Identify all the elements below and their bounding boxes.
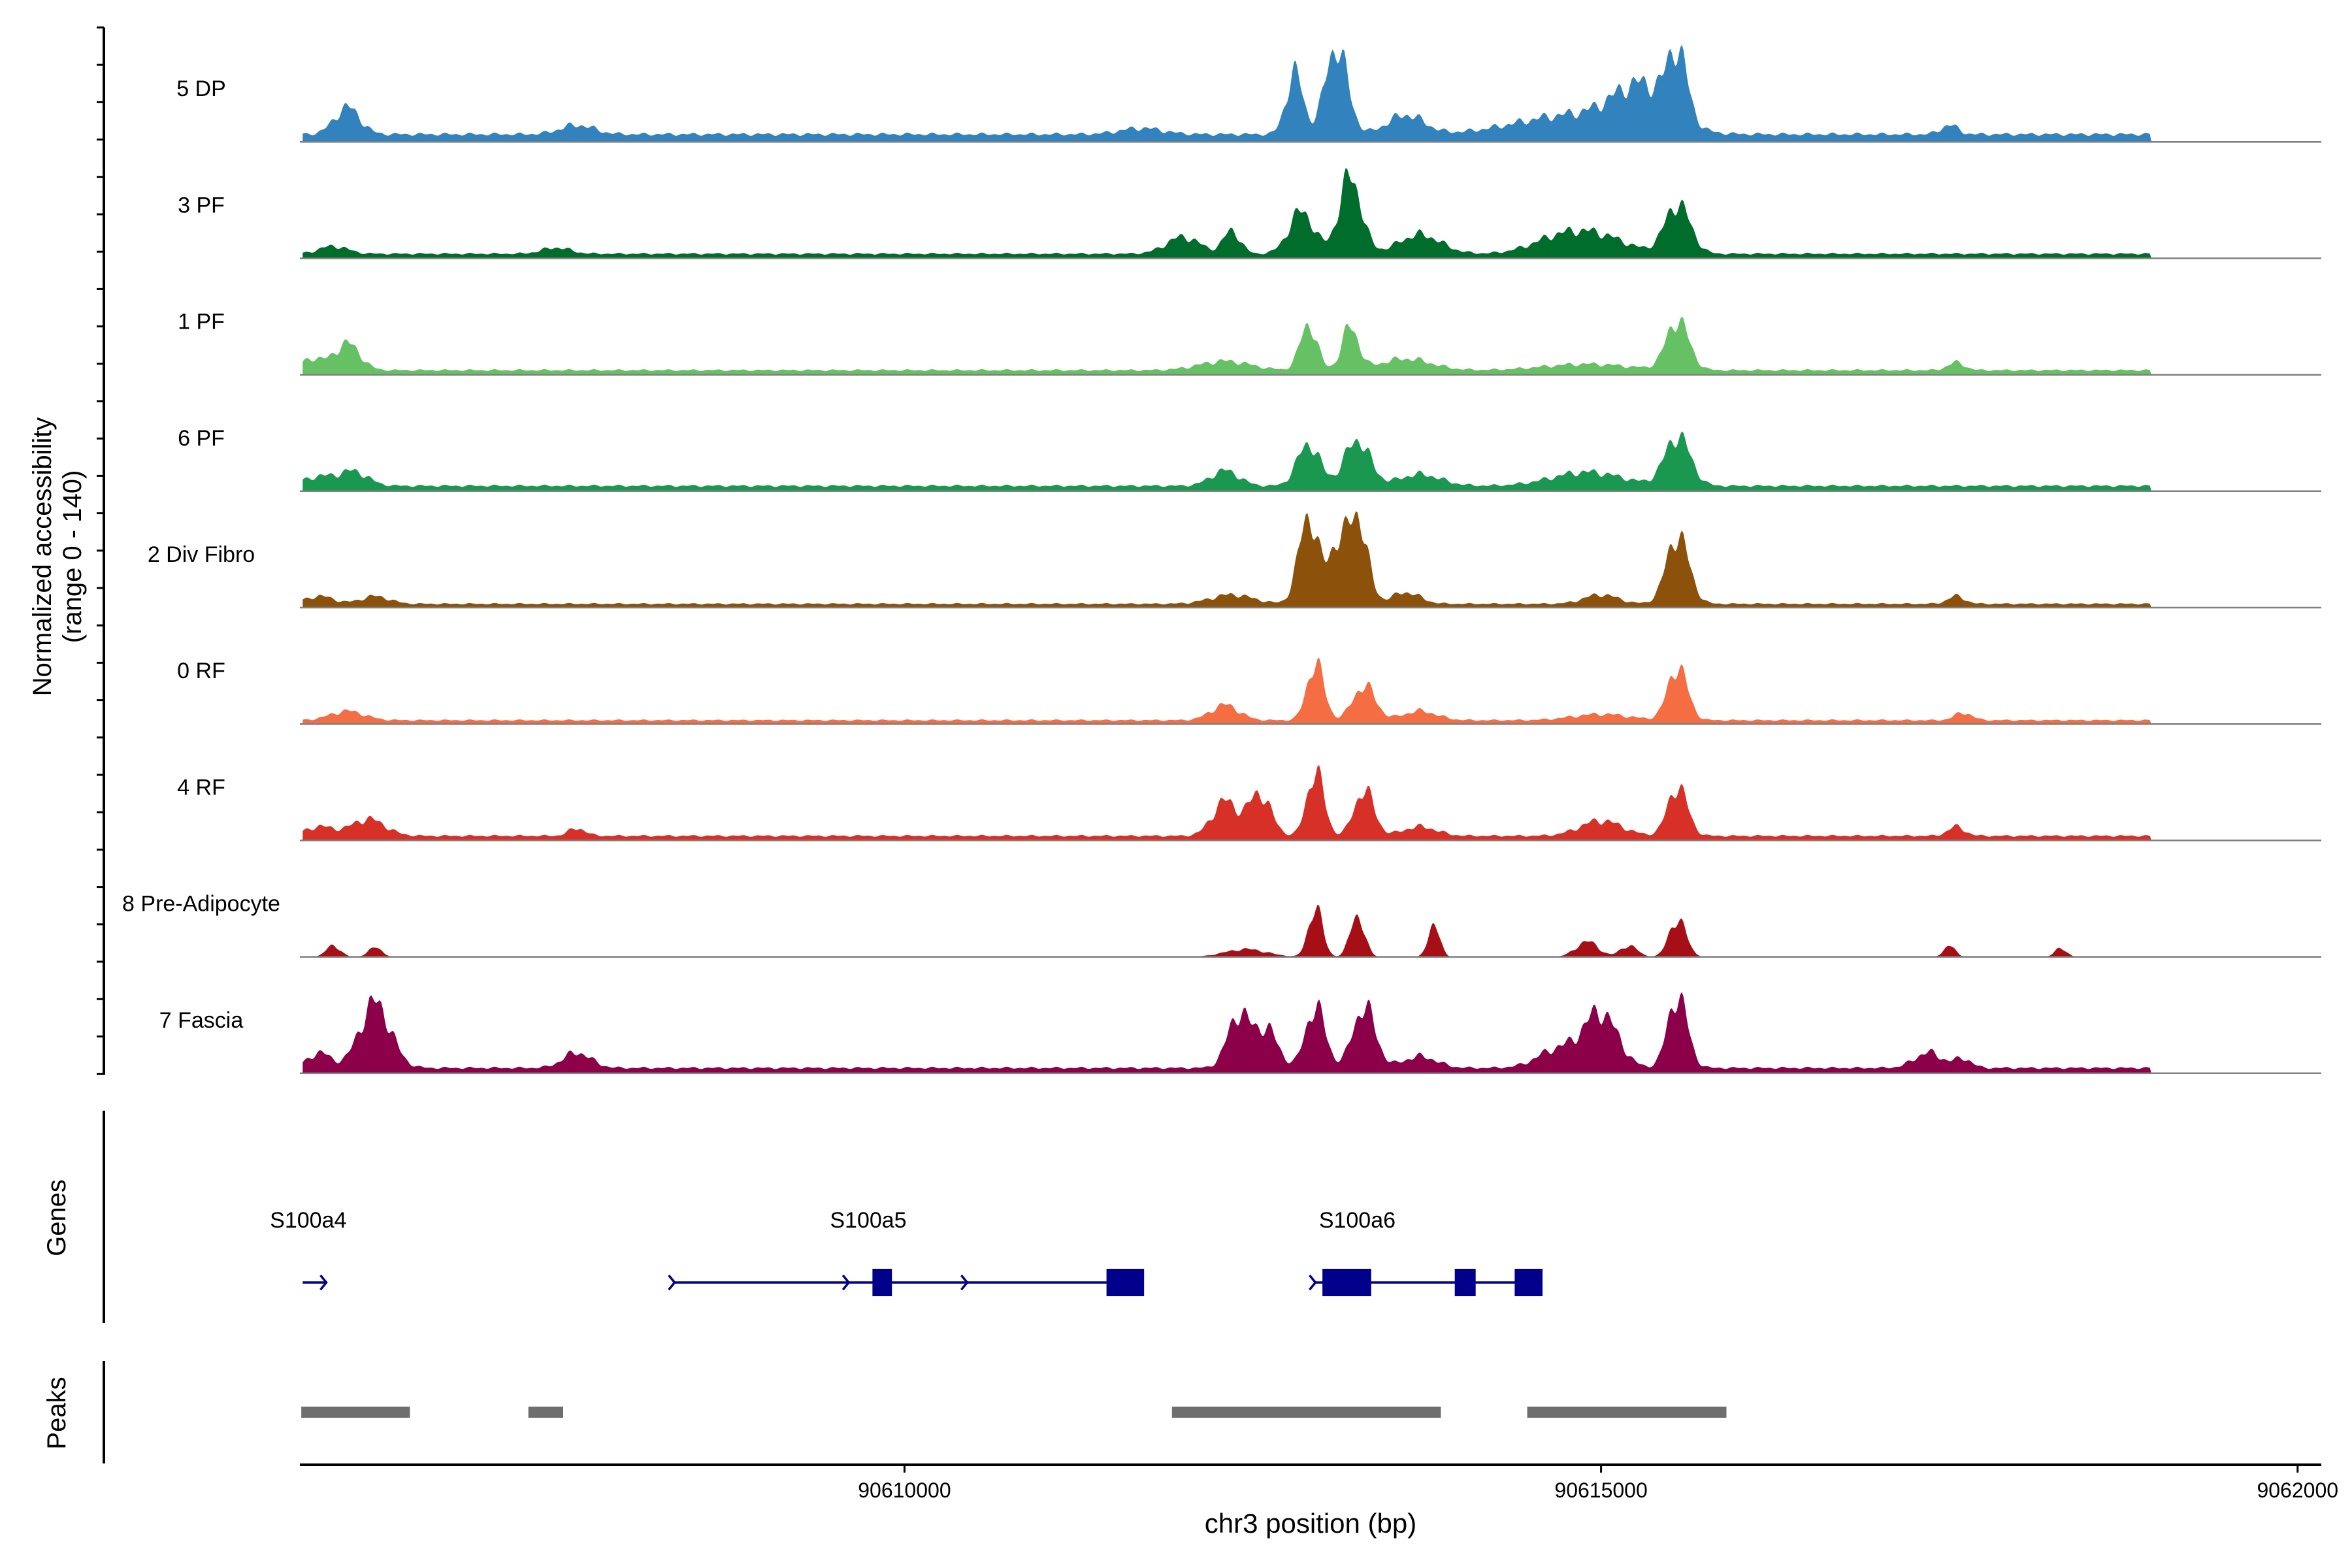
x-tick-label: 9062000 [2257, 1478, 2338, 1502]
gene-label: S100a4 [270, 1208, 346, 1233]
track-7-fascia: 7 Fascia [159, 992, 2321, 1075]
strand-arrow [1309, 1274, 1317, 1291]
track-label: 4 RF [177, 775, 225, 800]
peak-region [528, 1407, 564, 1418]
exon [1322, 1269, 1371, 1296]
track-area [302, 431, 2151, 491]
track-area [302, 992, 2151, 1073]
strand-arrow [319, 1274, 328, 1291]
track-area [302, 44, 2151, 142]
track-area [302, 905, 2151, 957]
strand-arrow [960, 1274, 969, 1291]
peak-region [301, 1407, 410, 1418]
coverage-tracks: 5 DP 3 PF 1 PF 6 PF 2 Div Fibro 0 RF 4 RF 8 Pre… [122, 44, 2321, 1075]
x-axis-title: chr3 position (bp) [1205, 1508, 1417, 1539]
track-area [302, 657, 2151, 725]
exon [1514, 1269, 1543, 1296]
gene-s100a5: S100a5 [668, 1208, 1145, 1296]
track-label: 0 RF [177, 659, 225, 683]
exon [1106, 1269, 1145, 1296]
genes-track-label: Genes [42, 1179, 71, 1256]
track-0-rf: 0 RF [177, 657, 2321, 725]
track-3-pf: 3 PF [178, 167, 2321, 259]
y-axis-range-label: (range 0 - 140) [58, 470, 87, 644]
axes: Normalized accessibility (range 0 - 140)… [28, 26, 2338, 1539]
track-5-dp: 5 DP [176, 44, 2321, 143]
track-label: 3 PF [178, 193, 225, 218]
gene-s100a4: S100a4 [270, 1208, 346, 1291]
track-6-pf: 6 PF [178, 426, 2321, 493]
peak-region-track [301, 1407, 1727, 1418]
track-8-pre-adipocyte: 8 Pre-Adipocyte [122, 892, 2321, 958]
track-area [302, 316, 2151, 375]
strand-arrow [841, 1274, 851, 1291]
exon [872, 1269, 892, 1296]
x-tick-label: 90615000 [1554, 1478, 1647, 1502]
track-4-rf: 4 RF [177, 764, 2321, 841]
track-label: 1 PF [178, 310, 225, 335]
exon [1454, 1269, 1476, 1296]
peaks-track-label: Peaks [42, 1377, 71, 1449]
peak-region [1527, 1407, 1727, 1418]
track-2-div-fibro: 2 Div Fibro [148, 511, 2321, 609]
peak-region [1171, 1407, 1441, 1418]
track-area [302, 764, 2151, 841]
gene-s100a6: S100a6 [1309, 1208, 1543, 1296]
gene-label: S100a5 [830, 1208, 906, 1233]
x-tick-label: 90610000 [858, 1478, 951, 1502]
track-label: 6 PF [178, 426, 225, 451]
gene-label: S100a6 [1319, 1208, 1396, 1233]
gene-annotation-track: S100a4 S100a5 S100a6 [270, 1208, 1543, 1296]
strand-arrow [668, 1274, 676, 1291]
y-axis-title: Normalized accessibility [28, 417, 57, 696]
track-label: 2 Div Fibro [148, 542, 255, 567]
track-label: 8 Pre-Adipocyte [122, 892, 280, 917]
track-area [302, 167, 2151, 259]
track-label: 7 Fascia [159, 1008, 244, 1033]
track-area [302, 511, 2151, 608]
track-label: 5 DP [176, 76, 226, 101]
track-1-pf: 1 PF [178, 310, 2321, 376]
